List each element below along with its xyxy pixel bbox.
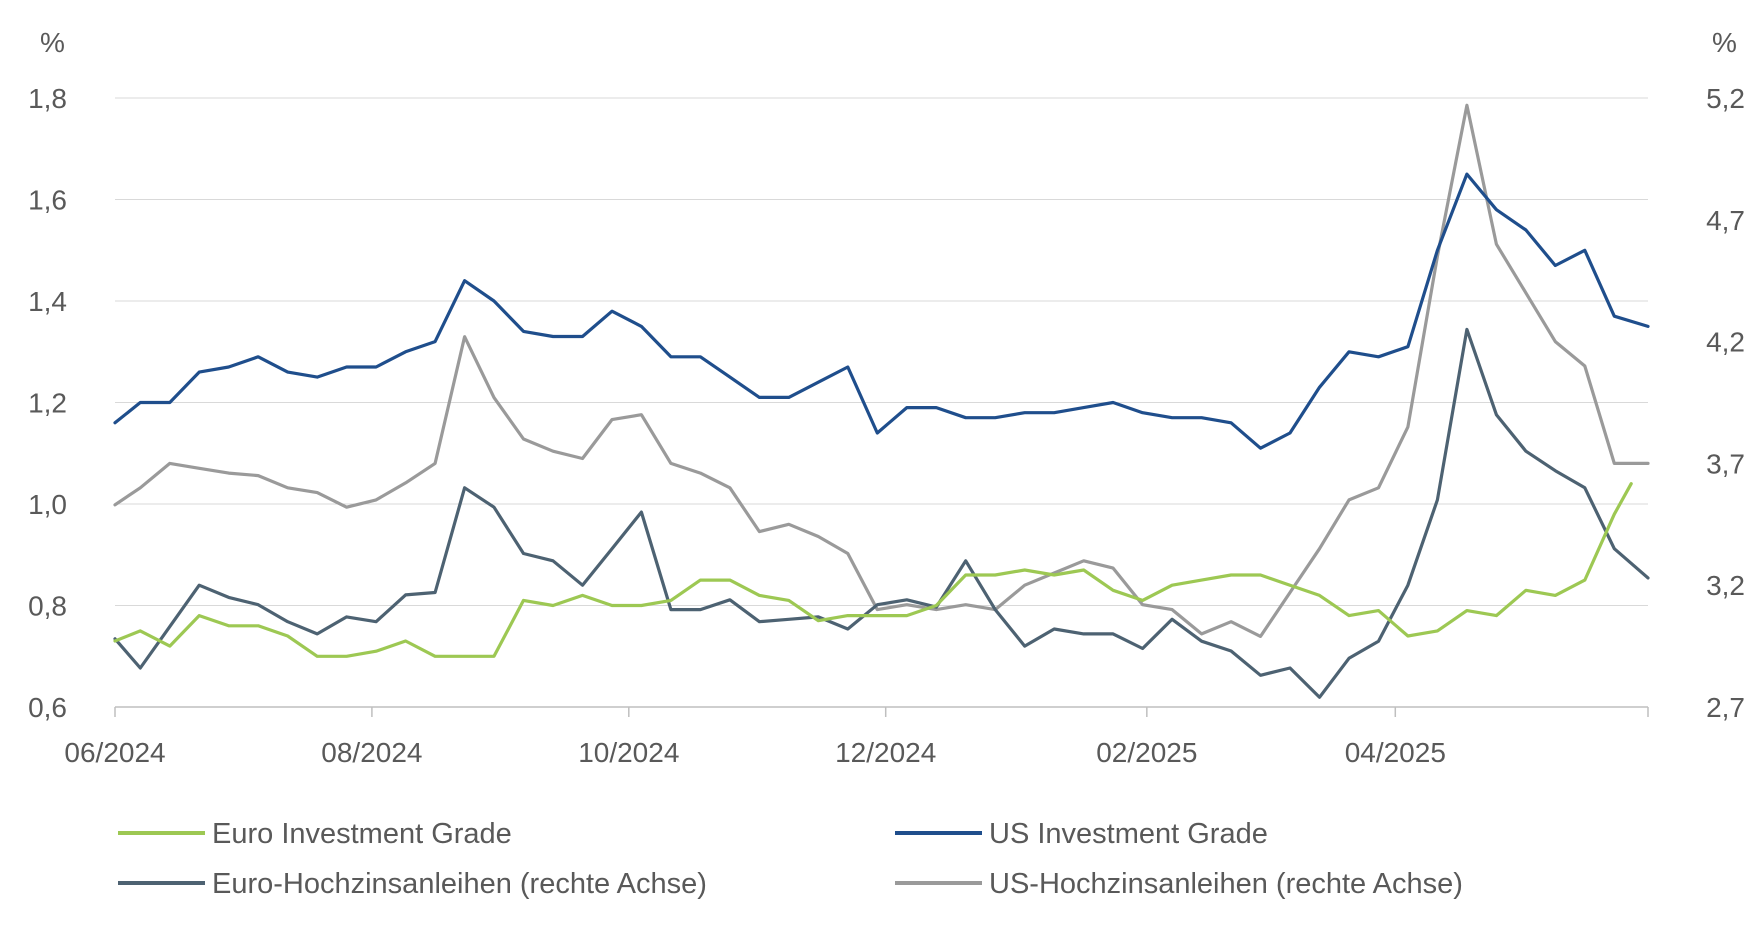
legend-label-us-hy: US-Hochzinsanleihen (rechte Achse)	[989, 868, 1463, 900]
legend-label-euro-ig: Euro Investment Grade	[212, 818, 512, 850]
x-tick-label: 10/2024	[578, 737, 679, 768]
gridlines	[115, 97, 1648, 606]
y-left-tick-label: 1,6	[28, 185, 67, 216]
y-right-tick-label: 3,7	[1706, 448, 1745, 479]
series-line-euro-investment-grade	[113, 482, 1633, 658]
series-lines	[113, 103, 1650, 699]
y-left-tick-label: 1,8	[28, 83, 67, 114]
axes: 0,6 0,8 1,0 1,2 1,4 1,6 1,8 2,7 3,2 3,7 4,2 4,7 5,2 0…	[28, 83, 1745, 768]
y-left-tick-label: 1,0	[28, 489, 67, 520]
y-right-tick-label: 4,7	[1706, 205, 1745, 236]
series-line-euro-hochzinsanleihen-rechte-achse	[113, 327, 1650, 699]
y-left-tick-label: 0,8	[28, 591, 67, 622]
legend-label-us-ig: US Investment Grade	[989, 818, 1268, 850]
y-right-tick-label: 2,7	[1706, 692, 1745, 723]
legend-item-euro-hy: Euro-Hochzinsanleihen (rechte Achse)	[118, 868, 707, 900]
legend-item-us-hy: US-Hochzinsanleihen (rechte Achse)	[895, 868, 1463, 900]
y-left-tick-label: 1,2	[28, 388, 67, 419]
x-tick-label: 06/2024	[64, 737, 165, 768]
legend: Euro Investment Grade US Investment Grad…	[118, 818, 1463, 900]
x-tick-label: 04/2025	[1345, 737, 1446, 768]
y-left-unit-label: %	[40, 27, 65, 58]
series-line-us-investment-grade	[113, 172, 1650, 450]
y-right-tick-label: 4,2	[1706, 327, 1745, 358]
x-tick-label: 02/2025	[1096, 737, 1197, 768]
x-tick-label: 08/2024	[321, 737, 422, 768]
legend-item-euro-ig: Euro Investment Grade	[118, 818, 512, 850]
y-left-tick-label: 0,6	[28, 692, 67, 723]
x-tick-label: 12/2024	[835, 737, 936, 768]
series-line-us-hochzinsanleihen-rechte-achse	[113, 103, 1650, 639]
y-right-tick-label: 5,2	[1706, 83, 1745, 114]
legend-item-us-ig: US Investment Grade	[895, 818, 1268, 850]
legend-label-euro-hy: Euro-Hochzinsanleihen (rechte Achse)	[212, 868, 707, 900]
y-right-unit-label: %	[1712, 27, 1737, 58]
y-left-tick-label: 1,4	[28, 286, 67, 317]
y-right-tick-label: 3,2	[1706, 570, 1745, 601]
